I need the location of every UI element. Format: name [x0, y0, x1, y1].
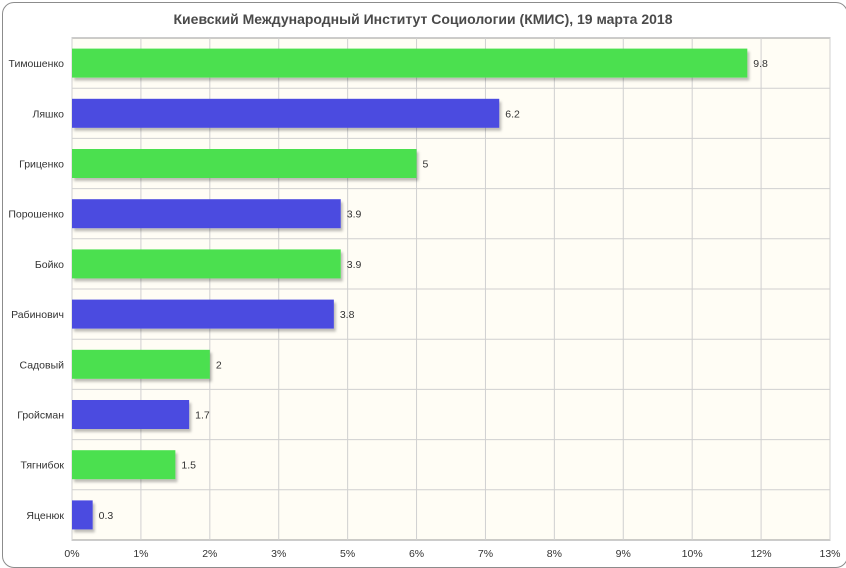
- bar: [72, 450, 176, 480]
- bar: [72, 48, 748, 78]
- bar: [72, 299, 334, 329]
- bar: [72, 199, 341, 229]
- data-label: 9.8: [753, 58, 768, 70]
- bar: [72, 400, 190, 429]
- category-label: Садовый: [20, 359, 65, 371]
- x-tick-label: 9%: [616, 548, 631, 560]
- category-label: Рабинович: [11, 309, 64, 321]
- bar: [72, 149, 417, 178]
- bar: [72, 98, 500, 128]
- x-axis-ticks: 0% 1% 2% 3% 5% 6% 7% 8% 9% 10% 12% 13%: [64, 548, 840, 560]
- x-tick-label: 2%: [202, 548, 217, 560]
- data-label: 0.3: [99, 510, 114, 522]
- bar: [72, 500, 93, 530]
- x-tick-label: 5%: [340, 548, 355, 560]
- x-tick-label: 7%: [478, 548, 493, 560]
- bars: 9.8 6.2 5 3.9 3.9 3.8 2 1.7 1.5 0.3: [72, 48, 768, 530]
- x-tick-label: 0%: [64, 548, 79, 560]
- data-label: 1.7: [195, 410, 210, 422]
- category-labels: Тимошенко Ляшко Гриценко Порошенко Бойко Раби…: [8, 58, 64, 522]
- category-label: Бойко: [35, 259, 64, 271]
- category-label: Тягнибок: [21, 460, 65, 472]
- x-tick-label: 3%: [271, 548, 286, 560]
- bar: [72, 349, 210, 379]
- x-tick-label: 8%: [547, 548, 562, 560]
- data-label: 6.2: [505, 108, 520, 120]
- bar: [72, 249, 341, 279]
- category-label: Тимошенко: [9, 58, 65, 70]
- data-label: 3.9: [347, 209, 362, 221]
- category-label: Гройсман: [17, 410, 64, 422]
- data-label: 3.8: [340, 309, 355, 321]
- x-tick-label: 13%: [819, 548, 840, 560]
- data-label: 2: [216, 359, 222, 371]
- category-label: Яценюк: [26, 510, 64, 522]
- x-tick-label: 12%: [751, 548, 772, 560]
- data-label: 1.5: [181, 460, 196, 472]
- x-tick-label: 6%: [409, 548, 424, 560]
- x-tick-label: 1%: [133, 548, 148, 560]
- category-label: Порошенко: [8, 209, 64, 221]
- category-label: Гриценко: [19, 159, 64, 171]
- x-tick-label: 10%: [682, 548, 703, 560]
- data-label: 3.9: [347, 259, 362, 271]
- category-label: Ляшко: [32, 108, 64, 120]
- data-label: 5: [423, 159, 429, 171]
- chart-title: Киевский Международный Институт Социолог…: [173, 11, 673, 27]
